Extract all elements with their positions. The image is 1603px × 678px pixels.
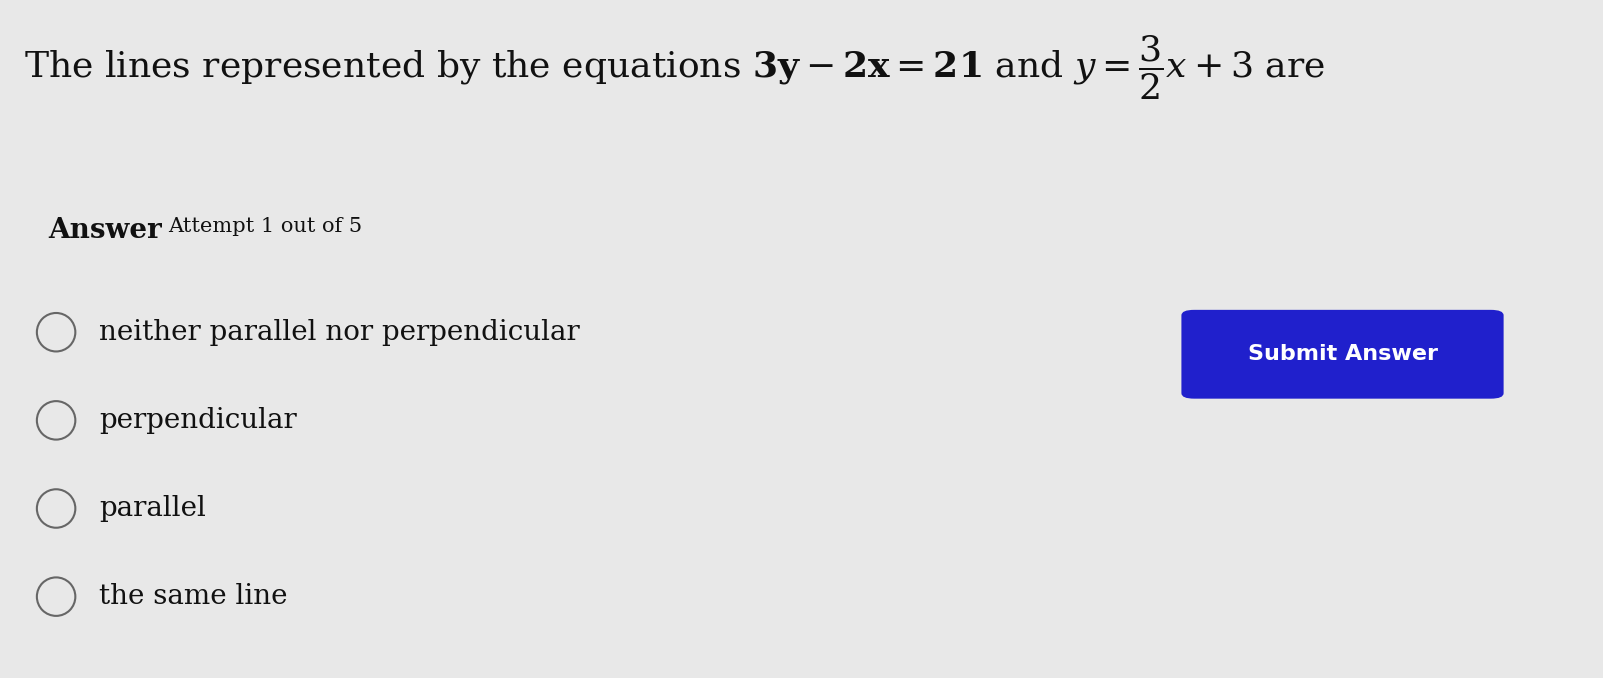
Text: Answer: Answer [48,217,162,244]
Text: perpendicular: perpendicular [99,407,297,434]
Text: parallel: parallel [99,495,207,522]
Text: the same line: the same line [99,583,289,610]
Text: Attempt 1 out of 5: Attempt 1 out of 5 [168,217,362,236]
Text: Submit Answer: Submit Answer [1247,344,1438,364]
Text: The lines represented by the equations $\mathbf{3y} - \mathbf{2x} = \mathbf{21}$: The lines represented by the equations $… [24,34,1326,102]
FancyBboxPatch shape [1181,310,1504,399]
Text: neither parallel nor perpendicular: neither parallel nor perpendicular [99,319,580,346]
